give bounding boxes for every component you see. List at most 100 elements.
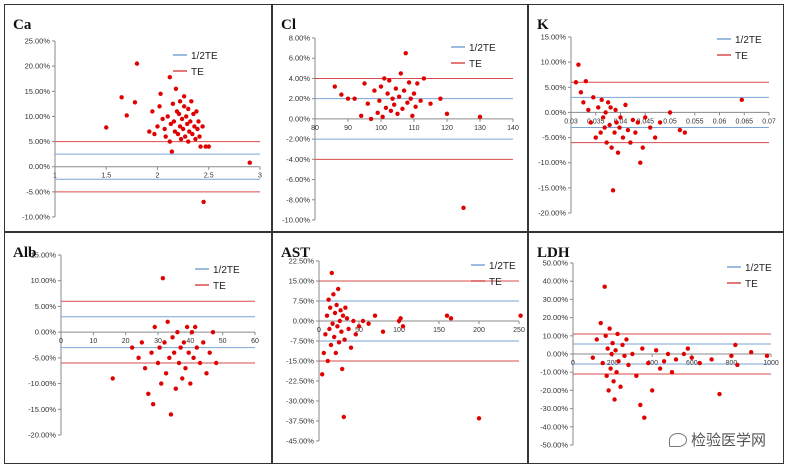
data-point (600, 115, 606, 120)
x-tick-label: 100 (393, 327, 405, 334)
y-tick-label: -37.50% (286, 417, 314, 426)
data-point (764, 353, 770, 359)
x-tick-label: 250 (513, 327, 525, 334)
data-point (356, 324, 362, 329)
y-tick-label: -20.00% (540, 386, 568, 395)
data-point (210, 329, 216, 335)
data-point (613, 348, 618, 353)
data-point (599, 97, 604, 103)
y-tick-label: -5.00% (542, 133, 566, 142)
data-point (192, 324, 198, 330)
data-point (362, 81, 367, 86)
data-point (682, 130, 688, 135)
watermark-text: 检验医学网 (690, 432, 766, 449)
data-point (129, 345, 135, 350)
data-point (638, 402, 643, 408)
data-point (158, 91, 163, 97)
y-tick-label: 10.00% (25, 112, 51, 121)
data-point (170, 101, 176, 107)
data-point (207, 350, 212, 355)
data-point (167, 355, 172, 361)
data-point (336, 340, 342, 345)
data-point (378, 84, 384, 89)
data-point (160, 116, 165, 122)
data-point (576, 62, 581, 67)
data-point (332, 310, 338, 316)
y-tick-label: 7.50% (293, 297, 315, 306)
data-point (609, 351, 614, 357)
data-point (188, 119, 193, 124)
data-point (329, 270, 334, 276)
data-point (372, 88, 377, 93)
y-tick-label: 5.00% (545, 83, 567, 92)
data-point (393, 86, 399, 91)
data-point (334, 302, 339, 308)
chart-svg: K -20.00% -15.00% -10.00% -5.00% 0.00% 5.00% 10… (537, 17, 776, 218)
data-point (328, 342, 334, 348)
data-point (196, 119, 201, 124)
data-point (749, 349, 754, 355)
x-tick-label: 140 (507, 125, 519, 132)
data-point (165, 114, 170, 119)
data-point (372, 313, 378, 318)
data-point (681, 351, 687, 357)
data-point (392, 102, 397, 107)
data-point (620, 135, 626, 140)
y-tick-label: -5.00% (32, 353, 56, 362)
data-point (735, 362, 740, 368)
chart-title: AST (281, 245, 310, 261)
data-point (155, 124, 160, 129)
data-point (415, 81, 420, 86)
x-tick-label: 30 (154, 338, 162, 345)
x-tick-label: 0.045 (636, 118, 654, 125)
data-point (353, 332, 358, 337)
data-point (204, 371, 209, 376)
data-point (180, 126, 186, 132)
data-point (739, 97, 744, 103)
y-tick-label: -22.50% (286, 377, 314, 386)
data-point (418, 98, 423, 103)
data-point (665, 351, 671, 357)
y-tick-label: 0.00% (293, 317, 315, 326)
chart-panel-alb: Alb -20.00% -15.00% -10.00% -5.00% 0.00% 5.00%… (4, 232, 272, 464)
y-tick-label: 4.00% (289, 74, 311, 83)
legend-label-te: TE (735, 51, 748, 62)
data-point (401, 88, 407, 93)
data-point (709, 357, 714, 362)
y-tick-label: -20.00% (538, 209, 566, 218)
watermark: 检验医学网 (668, 429, 766, 450)
data-point (408, 96, 413, 101)
y-tick-label: 0.00% (289, 114, 311, 123)
data-point (648, 125, 653, 130)
data-point (214, 360, 219, 366)
x-tick-label: 20 (122, 338, 130, 345)
data-point (175, 131, 181, 137)
data-point (162, 340, 167, 345)
data-point (177, 124, 183, 129)
data-point (606, 388, 611, 393)
data-point (396, 94, 402, 99)
data-point (341, 414, 346, 420)
data-point (652, 135, 658, 140)
y-tick-label: 10.00% (31, 276, 57, 285)
data-point (630, 117, 636, 123)
data-point (169, 149, 175, 154)
data-point (617, 125, 622, 130)
y-tick-label: 0.00% (545, 108, 567, 117)
data-point (335, 324, 340, 329)
data-point (332, 334, 337, 340)
data-point (163, 134, 168, 139)
x-tick-label: 0.065 (735, 118, 753, 125)
data-point (612, 397, 617, 402)
data-point (344, 316, 350, 321)
data-point (165, 319, 170, 325)
data-point (428, 101, 433, 106)
data-point (191, 111, 196, 117)
chart-svg: LDH -50.00% -40.00% -30.00% -20.00% -10.00% 0.… (537, 245, 779, 450)
data-point (646, 360, 651, 366)
data-point (591, 95, 596, 100)
data-point (152, 131, 157, 137)
data-point (201, 340, 206, 345)
data-point (136, 355, 141, 361)
y-tick-label: 25.00% (25, 37, 51, 46)
